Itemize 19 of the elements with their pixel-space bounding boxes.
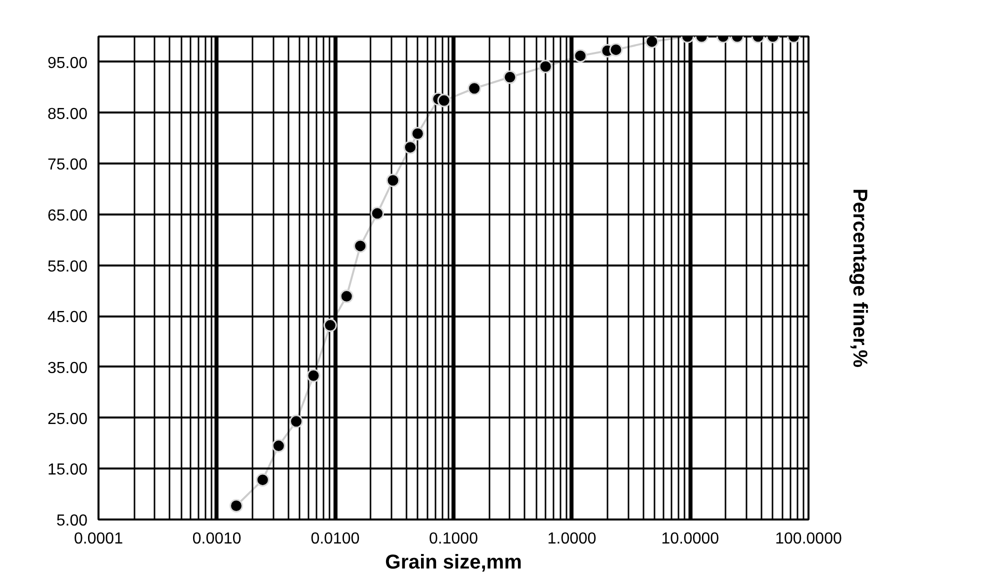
y-tick-label: 45.00: [47, 309, 88, 326]
x-tick-label: 0.0100: [310, 530, 360, 548]
x-tick-label: 10.0000: [661, 530, 720, 548]
x-tick-label: 0.1000: [429, 530, 478, 548]
y-tick-label: 75.00: [47, 156, 88, 174]
y-tick-label: 25.00: [47, 410, 88, 428]
x-tick-label: 1.0000: [547, 530, 596, 548]
y-tick-label: 15.00: [47, 462, 88, 479]
y-tick-label: 5.00: [56, 512, 88, 530]
x-axis-title: Grain size,mm: [385, 552, 522, 574]
x-tick-label: 0.0001: [74, 530, 124, 548]
y-axis-title: Percentage finer,%: [848, 188, 870, 368]
y-tick-label: 35.00: [47, 360, 88, 377]
y-tick-label: 55.00: [47, 258, 88, 276]
x-tick-label: 100.0000: [775, 530, 842, 548]
x-tick-label: 0.0010: [192, 530, 242, 548]
y-tick-label: 65.00: [47, 207, 88, 224]
y-tick-label: 85.00: [47, 106, 88, 123]
y-tick-label: 95.00: [47, 54, 88, 72]
